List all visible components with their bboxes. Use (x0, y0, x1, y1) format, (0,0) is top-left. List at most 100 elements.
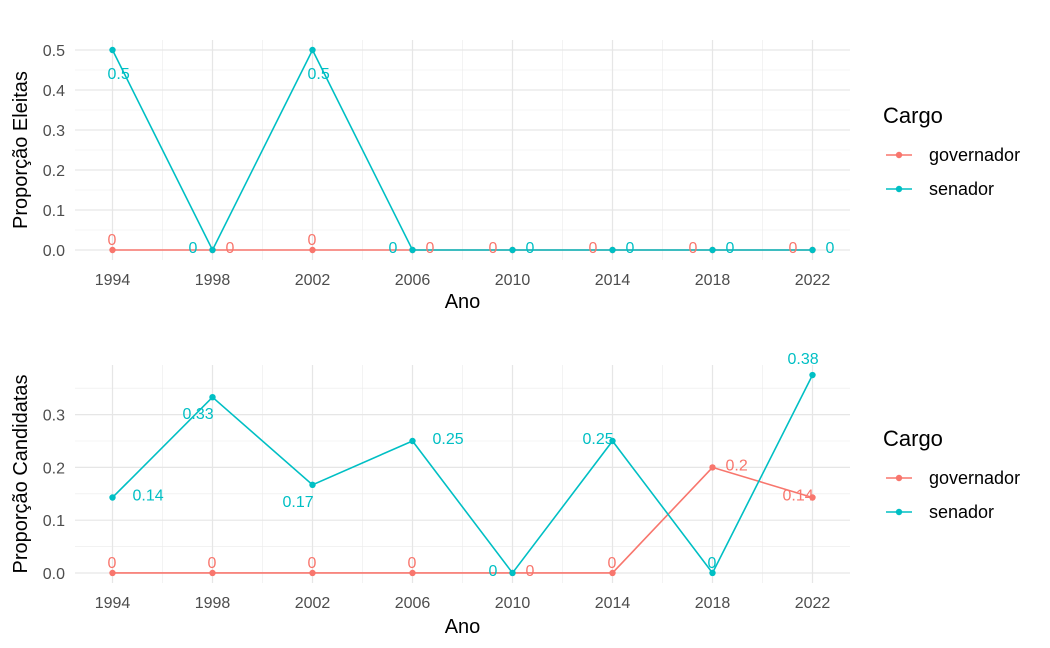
panel2-xtick-label: 2006 (395, 595, 431, 612)
panel2-legend-label-senador: senador (929, 502, 994, 522)
panel1-xtick-label: 2002 (295, 272, 331, 289)
panel2-xtick-label: 1998 (195, 595, 231, 612)
panel2-data-label-senador: 0.14 (133, 487, 164, 504)
panel1-ytick-label: 0.3 (43, 123, 65, 140)
panel1-x-axis-title: Ano (445, 291, 481, 313)
panel2-data-label-senador: 0.17 (283, 494, 314, 511)
panel1-data-label-governador: 0 (789, 240, 798, 257)
panel2-data-label-governador: 0 (308, 555, 317, 572)
panel2-legend-key-point-governador (895, 474, 903, 482)
panel1-data-label-senador: 0 (626, 240, 635, 257)
panel1-data-label-governador: 0 (689, 240, 698, 257)
panel2-ytick-label: 0.3 (43, 408, 65, 425)
panel1-xtick-label: 2010 (495, 272, 531, 289)
panel1-point-senador (409, 246, 416, 254)
panel2-data-label-governador: 0 (108, 555, 117, 572)
panel2-x-axis-title: Ano (445, 616, 481, 638)
panel2-point-governador (309, 569, 316, 577)
panel1-data-label-senador: 0.5 (308, 66, 330, 83)
panel2-data-label-senador: 0 (489, 563, 498, 580)
panel2-data-label-governador: 0 (526, 563, 535, 580)
panel1-xtick-label: 1998 (195, 272, 231, 289)
panel1-point-senador (109, 46, 116, 54)
panel1-ytick-label: 0.1 (43, 203, 65, 220)
panel1-legend-title: Cargo (883, 103, 943, 128)
panel1-data-label-senador: 0 (726, 240, 735, 257)
panel2-legend-key-point-senador (895, 508, 903, 516)
panel1-xtick-label: 2014 (595, 272, 631, 289)
panel2-point-governador (409, 569, 416, 577)
panel1-data-label-governador: 0 (226, 240, 235, 257)
panel1-point-senador (709, 246, 716, 254)
panel1-data-label-governador: 0 (308, 232, 317, 249)
panel2-point-governador (109, 569, 116, 577)
panel2-data-label-senador: 0.33 (183, 406, 214, 423)
panel2-point-senador (709, 569, 716, 577)
panel1-data-label-senador: 0.5 (108, 66, 130, 83)
panel2-data-label-governador: 0.2 (726, 457, 748, 474)
panel1-xtick-label: 1994 (95, 272, 131, 289)
panel1-legend-key-point-senador (895, 185, 903, 193)
panel1-data-label-senador: 0 (526, 240, 535, 257)
panel2-series-line-senador (111, 374, 814, 575)
panel2-y-axis-title: Proporção Candidatas (10, 374, 32, 573)
panel2-ytick-label: 0.1 (43, 513, 65, 530)
panel1-point-senador (309, 46, 316, 54)
panel1-data-label-governador: 0 (426, 240, 435, 257)
panel2-data-label-senador: 0.25 (433, 431, 464, 448)
panel1-xtick-label: 2006 (395, 272, 431, 289)
panel1-point-senador (609, 246, 616, 254)
panel2-data-label-governador: 0.14 (783, 487, 814, 504)
panel1-xtick-label: 2022 (795, 272, 831, 289)
panel1-data-label-governador: 0 (108, 232, 117, 249)
panel2-data-label-governador: 0 (208, 555, 217, 572)
panel2-xtick-label: 2014 (595, 595, 631, 612)
panel2-point-governador (609, 569, 616, 577)
panel2-data-label-senador: 0.25 (583, 431, 614, 448)
panel1-data-label-governador: 0 (489, 240, 498, 257)
panel1-ytick-label: 0.2 (43, 163, 65, 180)
panel2-point-senador (409, 437, 416, 445)
panel1-point-governador (309, 246, 316, 254)
panel1-series-line-senador (111, 48, 813, 252)
panel1-point-senador (209, 246, 216, 254)
panel1-data-label-senador: 0 (189, 240, 198, 257)
panel2-xtick-label: 1994 (95, 595, 131, 612)
panel1-legend-label-governador: governador (929, 145, 1020, 165)
panel2-data-label-governador: 0 (408, 555, 417, 572)
panel1-ytick-label: 0.0 (43, 243, 65, 260)
panel1-data-label-governador: 0 (589, 240, 598, 257)
panel2-point-governador (709, 464, 716, 471)
panel2-data-label-senador: 0.38 (788, 351, 819, 368)
panel2-xtick-label: 2018 (695, 595, 731, 612)
panel1-ytick-label: 0.4 (43, 83, 65, 100)
panel2-legend-title: Cargo (883, 426, 943, 451)
panel2-point-senador (609, 437, 616, 445)
panel2-point-senador (209, 393, 216, 401)
panel2-ytick-label: 0.2 (43, 460, 65, 477)
panel1-data-label-senador: 0 (826, 240, 835, 257)
panel2-point-senador (809, 371, 816, 379)
panel1-ytick-label: 0.5 (43, 43, 65, 60)
panel2-data-label-senador: 0 (708, 555, 717, 572)
panel2-legend-label-governador: governador (929, 468, 1020, 488)
panel1-data-label-senador: 0 (389, 240, 398, 257)
panel2-point-senador (509, 569, 516, 577)
panel2-xtick-label: 2022 (795, 595, 831, 612)
panel1-point-governador (109, 246, 116, 254)
panel2-point-senador (309, 481, 316, 489)
panel1-point-senador (809, 246, 816, 254)
panel1-y-axis-title: Proporção Eleitas (10, 71, 32, 229)
panel1-legend-label-senador: senador (929, 179, 994, 199)
panel2-xtick-label: 2002 (295, 595, 331, 612)
panel2-point-senador (109, 494, 116, 501)
panel1-xtick-label: 2018 (695, 272, 731, 289)
panel2-xtick-label: 2010 (495, 595, 531, 612)
panel2-ytick-label: 0.0 (43, 566, 65, 583)
panel1-legend-key-point-governador (895, 151, 903, 159)
panel2-series-line-governador (112, 466, 813, 574)
panel2-point-governador (209, 569, 216, 577)
panel2-data-label-governador: 0 (608, 555, 617, 572)
